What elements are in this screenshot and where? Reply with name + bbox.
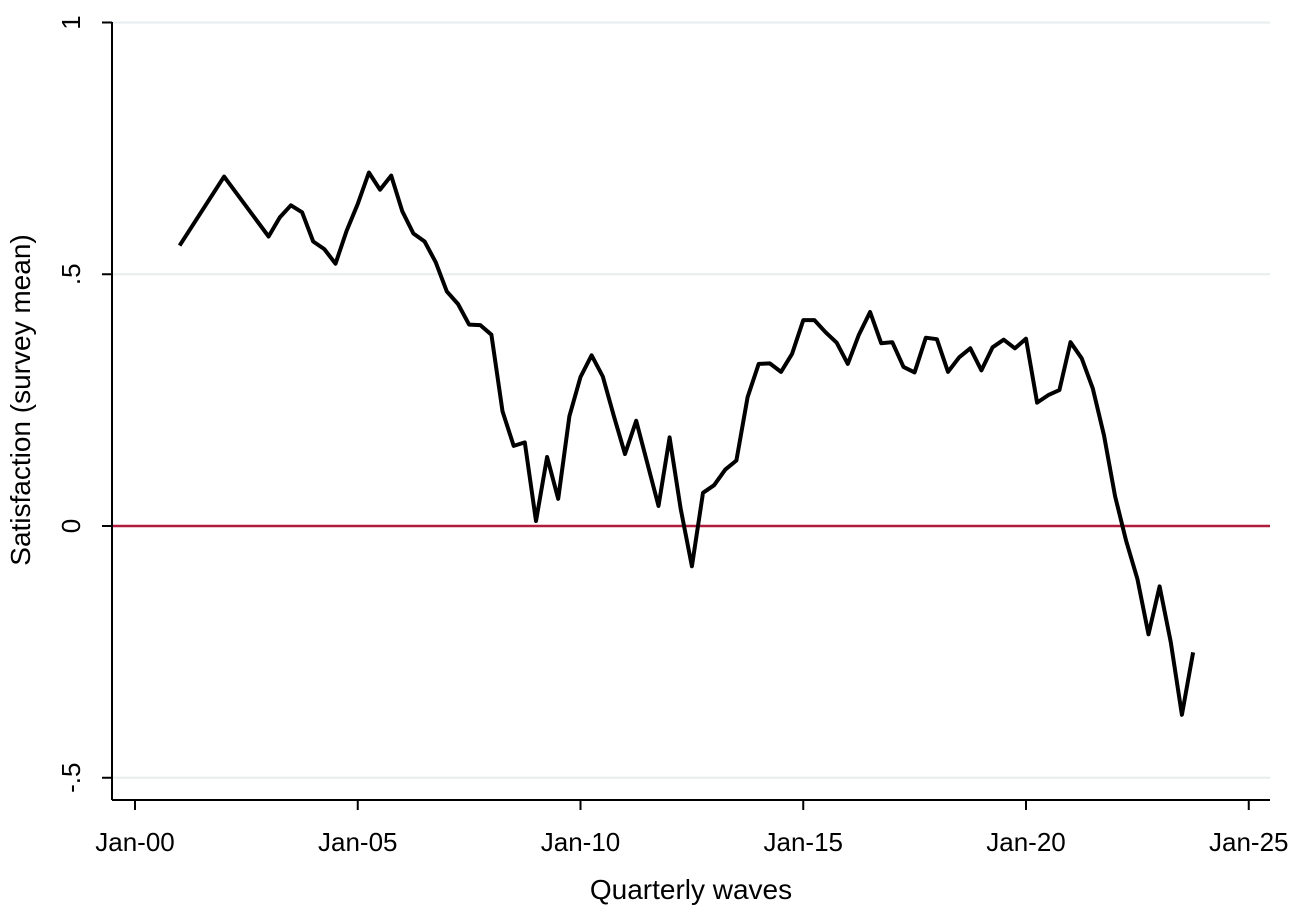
x-tick-label: Jan-05 — [318, 827, 398, 857]
y-tick-label: 1 — [56, 15, 86, 29]
y-axis-ticks: -.5 0 .5 1 — [56, 15, 112, 793]
y-tick-label: -.5 — [56, 763, 86, 793]
x-tick-label: Jan-15 — [764, 827, 844, 857]
x-tick-label: Jan-25 — [1209, 827, 1289, 857]
gridlines — [112, 21, 1270, 779]
y-tick-label: .5 — [56, 263, 86, 285]
x-tick-label: Jan-20 — [986, 827, 1066, 857]
y-axis-label: Satisfaction (survey mean) — [5, 234, 36, 565]
y-tick-label: 0 — [56, 519, 86, 533]
x-axis-label: Quarterly waves — [590, 874, 792, 905]
x-tick-label: Jan-10 — [541, 827, 621, 857]
x-tick-label: Jan-00 — [95, 827, 175, 857]
x-axis-ticks: Jan-00 Jan-05 Jan-10 Jan-15 Jan-20 Jan-25 — [95, 800, 1289, 857]
satisfaction-series-line — [177, 170, 1196, 717]
